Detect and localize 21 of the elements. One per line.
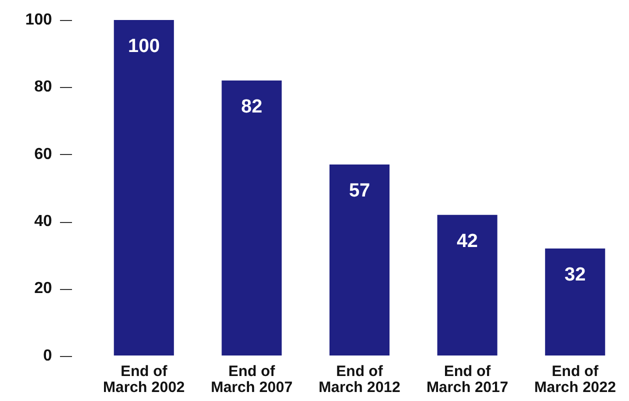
bar (114, 20, 174, 356)
x-tick-label: End of March 2002 (103, 363, 185, 396)
data-label: 82 (241, 96, 262, 118)
bar (545, 248, 606, 356)
data-label: 57 (348, 180, 370, 202)
bar (329, 164, 390, 356)
y-tick-label: 40 (34, 213, 52, 230)
y-tick-label: 100 (25, 11, 52, 28)
x-tick-label: End of March 2022 (534, 363, 616, 396)
bar (437, 214, 498, 356)
y-tick-label: 80 (34, 78, 52, 96)
y-tick-label: 0 (43, 347, 52, 364)
x-tick-label: End of March 2007 (210, 363, 293, 396)
data-label: 32 (564, 264, 586, 286)
y-tick-label: 60 (34, 146, 52, 163)
x-tick-label: End of March 2017 (426, 363, 508, 396)
x-tick-label: End of March 2012 (318, 363, 400, 396)
data-label: 100 (128, 36, 160, 58)
y-tick-label: 20 (34, 280, 52, 298)
data-label: 42 (456, 231, 478, 252)
bar (222, 80, 282, 356)
